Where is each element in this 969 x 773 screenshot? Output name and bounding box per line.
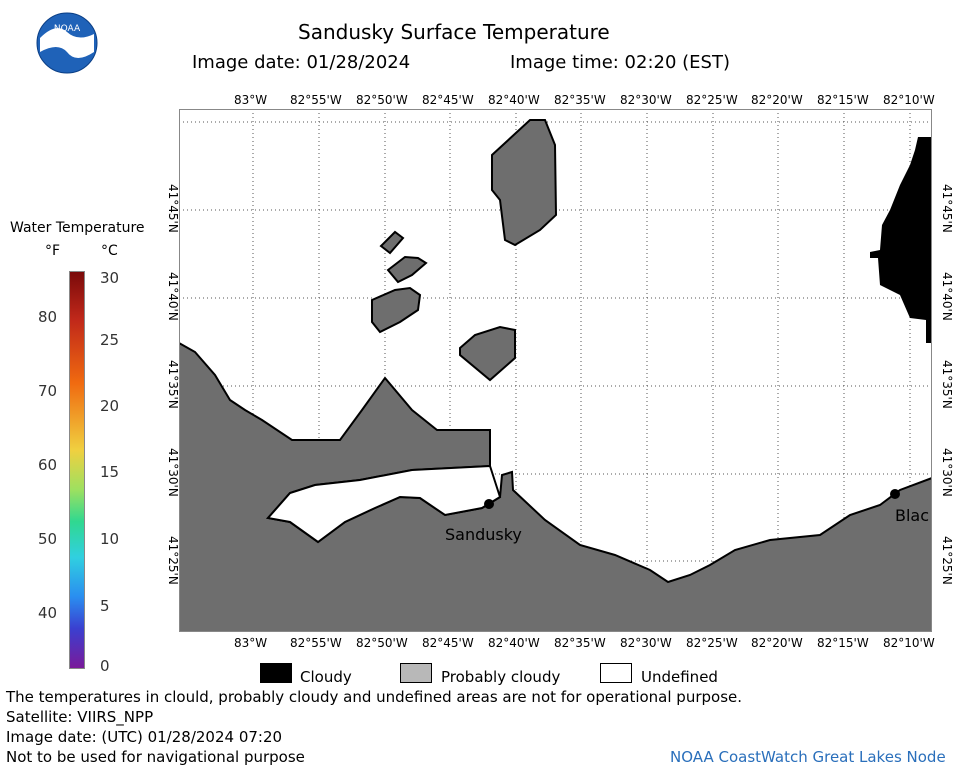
- lon-tick: 82°30'W: [620, 93, 672, 107]
- lat-tick: 41°25'N: [940, 536, 954, 585]
- lon-tick: 82°30'W: [620, 636, 672, 650]
- lon-tick: 82°10'W: [883, 93, 935, 107]
- scale-label-c: 15: [100, 463, 120, 481]
- image-time: Image time: 02:20 (EST): [510, 52, 730, 73]
- scale-label-f: 80: [38, 308, 58, 326]
- lon-tick: 82°55'W: [290, 636, 342, 650]
- legend-label-probably-cloudy: Probably cloudy: [441, 668, 561, 686]
- disclaimer-text: The temperatures in clould, probably clo…: [6, 688, 743, 706]
- scale-label-f: 70: [38, 382, 58, 400]
- island-small-2: [386, 255, 428, 284]
- map-title: Sandusky Surface Temperature: [298, 20, 610, 44]
- island-small-1: [379, 230, 405, 255]
- scale-unit-f: °F: [45, 243, 61, 259]
- place-label-sandusky: Sandusky: [445, 525, 522, 544]
- lon-tick: 82°25'W: [686, 93, 738, 107]
- scale-label-c: 25: [100, 331, 120, 349]
- scale-label-c: 10: [100, 530, 120, 548]
- lon-tick: 83°W: [234, 636, 268, 650]
- island-north: [491, 119, 558, 247]
- scale-label-f: 60: [38, 456, 58, 474]
- lon-tick: 82°50'W: [356, 93, 408, 107]
- lon-tick: 82°40'W: [488, 93, 540, 107]
- lon-tick: 82°55'W: [290, 93, 342, 107]
- legend-label-undefined: Undefined: [641, 668, 718, 686]
- legend-swatch-probably-cloudy: [400, 663, 432, 683]
- lat-tick: 41°25'N: [166, 536, 180, 585]
- color-scale-bar: [69, 271, 85, 669]
- scale-label-c: 20: [100, 397, 120, 415]
- sandusky-marker: [484, 499, 494, 509]
- lon-tick: 82°40'W: [488, 636, 540, 650]
- lon-tick: 82°45'W: [422, 93, 474, 107]
- utc-date-text: Image date: (UTC) 01/28/2024 07:20: [6, 728, 283, 746]
- sandusky-bay: [266, 464, 502, 544]
- place-label-blac: Blac: [895, 506, 930, 525]
- blac-marker: [890, 489, 900, 499]
- legend-swatch-undefined: [600, 663, 632, 683]
- lon-tick: 82°10'W: [883, 636, 935, 650]
- scale-label-f: 50: [38, 530, 58, 548]
- lat-tick: 41°35'N: [940, 360, 954, 409]
- satellite-text: Satellite: VIIRS_NPP: [6, 708, 154, 726]
- scale-label-f: 40: [38, 604, 58, 622]
- lat-tick: 41°40'N: [166, 272, 180, 321]
- lat-tick: 41°35'N: [166, 360, 180, 409]
- lon-tick: 82°35'W: [554, 636, 606, 650]
- lon-tick: 82°35'W: [554, 93, 606, 107]
- lon-tick: 82°45'W: [422, 636, 474, 650]
- lat-tick: 41°30'N: [166, 448, 180, 497]
- legend-swatch-cloudy: [260, 663, 292, 683]
- scale-unit-c: °C: [101, 243, 118, 259]
- legend-label-cloudy: Cloudy: [300, 668, 352, 686]
- lon-tick: 82°50'W: [356, 636, 408, 650]
- noaa-logo: NOAA: [36, 12, 98, 74]
- cloud-region: [870, 137, 932, 343]
- navigation-note: Not to be used for navigational purpose: [6, 748, 305, 766]
- lat-tick: 41°45'N: [940, 184, 954, 233]
- lon-tick: 82°25'W: [686, 636, 738, 650]
- scale-label-c: 30: [100, 269, 120, 287]
- lon-tick: 82°15'W: [817, 636, 869, 650]
- lat-tick: 41°45'N: [166, 184, 180, 233]
- scale-label-c: 0: [100, 657, 110, 675]
- lon-tick: 82°20'W: [751, 93, 803, 107]
- lon-tick: 82°20'W: [751, 636, 803, 650]
- island-mid: [371, 286, 422, 334]
- lon-tick: 83°W: [234, 93, 268, 107]
- lat-tick: 41°30'N: [940, 448, 954, 497]
- scale-title: Water Temperature: [10, 220, 145, 236]
- island-east: [459, 325, 516, 382]
- lon-tick: 82°15'W: [817, 93, 869, 107]
- credit-text: NOAA CoastWatch Great Lakes Node: [670, 748, 946, 766]
- map-area: [179, 109, 932, 632]
- image-date: Image date: 01/28/2024: [192, 52, 411, 73]
- logo-text: NOAA: [54, 24, 81, 34]
- map-frame: [179, 109, 932, 632]
- scale-label-c: 5: [100, 597, 110, 615]
- lat-tick: 41°40'N: [940, 272, 954, 321]
